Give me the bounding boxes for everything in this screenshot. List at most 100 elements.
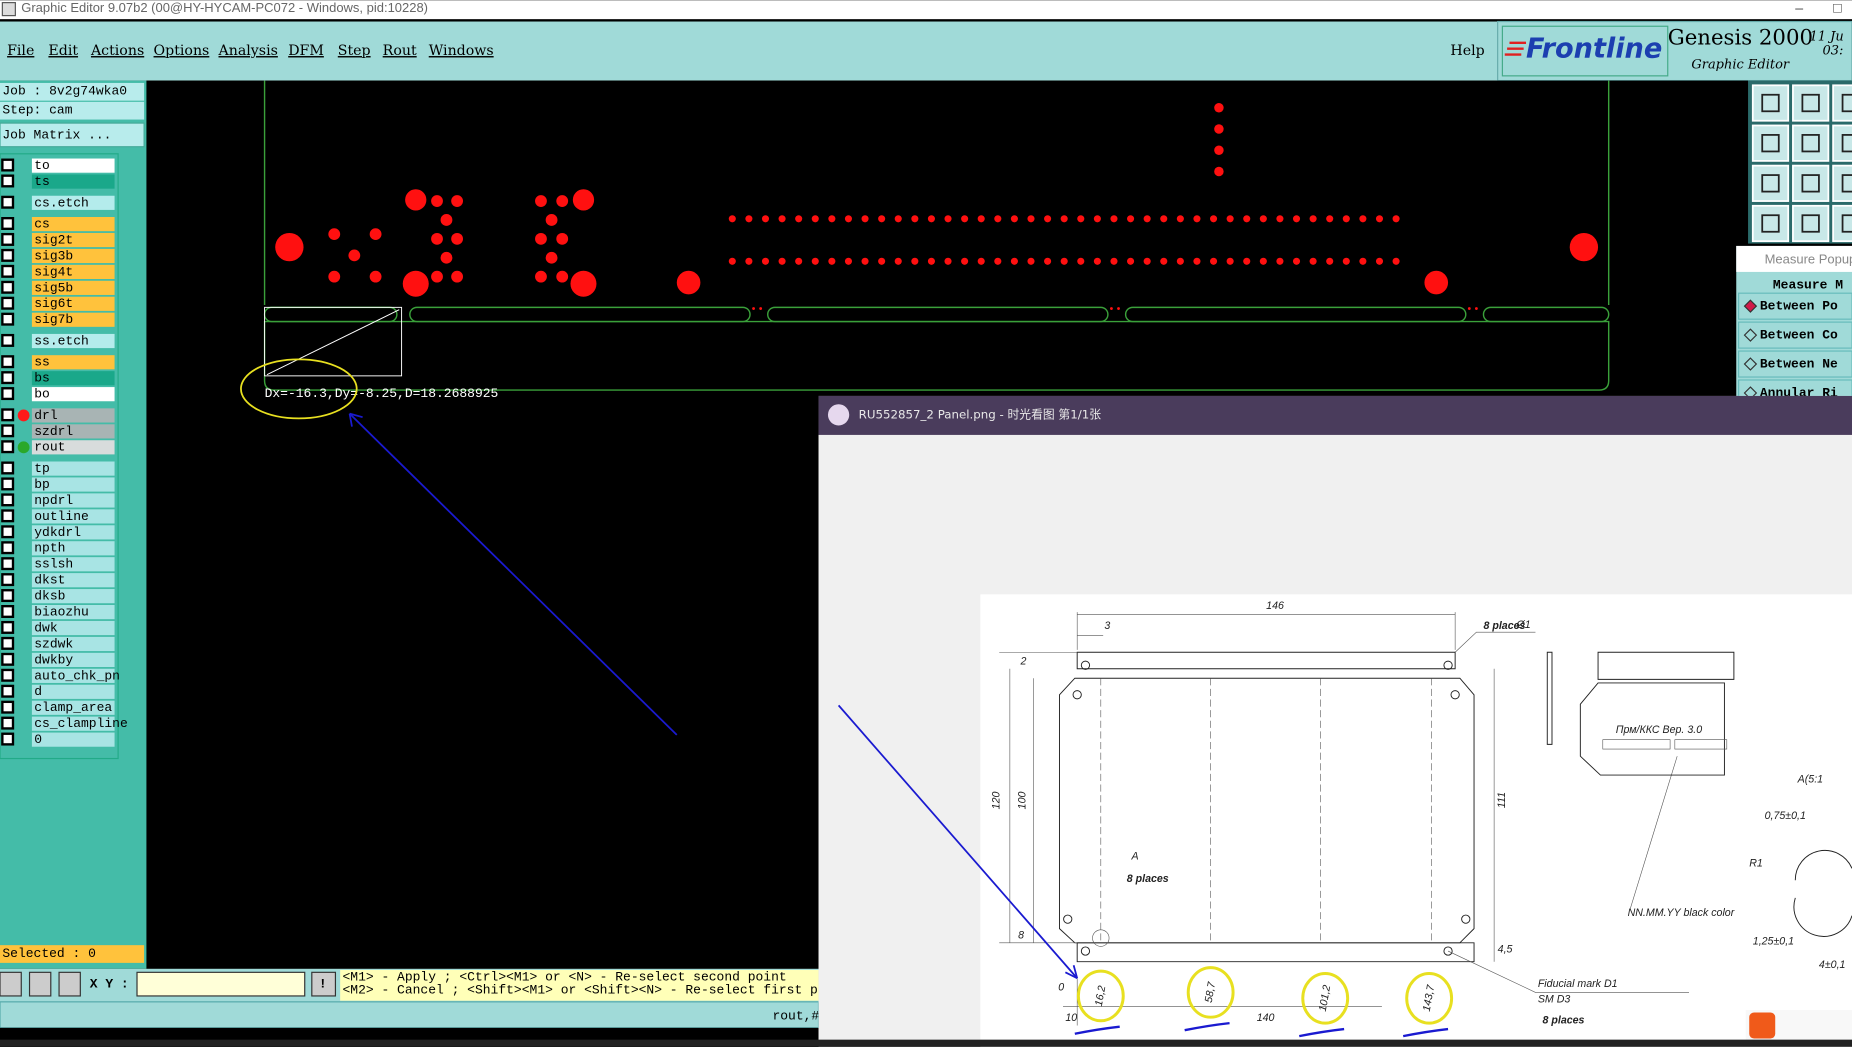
layer-swatch[interactable] — [31, 589, 115, 604]
layer-checkbox[interactable] — [1, 541, 15, 555]
layer-swatch[interactable] — [31, 371, 115, 386]
tool-button[interactable] — [1751, 124, 1790, 162]
info-button[interactable] — [311, 971, 337, 997]
layer-swatch[interactable] — [31, 355, 115, 370]
menu-item[interactable]: Analysis — [218, 43, 278, 59]
minimize-button[interactable]: – — [1795, 0, 1803, 16]
layer-swatch[interactable] — [31, 477, 115, 492]
tool-button[interactable] — [1792, 164, 1830, 202]
layer-checkbox[interactable] — [1, 525, 15, 539]
layer-checkbox[interactable] — [1, 477, 15, 491]
layer-checkbox[interactable] — [1, 248, 15, 262]
menu-item[interactable]: Rout — [383, 43, 417, 59]
layer-checkbox[interactable] — [1, 387, 15, 401]
layer-checkbox[interactable] — [1, 732, 15, 746]
layer-checkbox[interactable] — [1, 573, 15, 587]
layer-swatch[interactable] — [31, 232, 115, 248]
layer-checkbox[interactable] — [1, 461, 15, 475]
layer-checkbox[interactable] — [1, 195, 15, 209]
layer-swatch[interactable] — [31, 296, 115, 311]
layer-swatch[interactable] — [31, 604, 115, 620]
layer-checkbox[interactable] — [1, 312, 15, 326]
tool-button[interactable] — [0, 971, 22, 997]
layer-checkbox[interactable] — [1, 264, 15, 278]
menu-item[interactable]: Help — [1450, 43, 1484, 59]
drill-hole — [1276, 257, 1284, 265]
layer-swatch[interactable] — [31, 424, 115, 439]
popup-option[interactable] — [1738, 292, 1852, 320]
layer-swatch[interactable] — [31, 264, 115, 280]
layer-swatch[interactable] — [31, 732, 115, 747]
layer-swatch[interactable] — [31, 158, 115, 173]
layer-swatch[interactable] — [31, 333, 115, 349]
tool-button[interactable] — [1792, 124, 1830, 162]
layer-checkbox[interactable] — [1, 371, 15, 385]
layer-checkbox[interactable] — [1, 280, 15, 294]
job-matrix-button[interactable] — [0, 122, 145, 148]
popup-option[interactable] — [1738, 350, 1852, 378]
layer-checkbox[interactable] — [1, 668, 15, 682]
layer-swatch[interactable] — [31, 509, 115, 524]
layer-checkbox[interactable] — [1, 174, 15, 188]
layer-checkbox[interactable] — [1, 684, 15, 698]
layer-swatch[interactable] — [31, 620, 115, 636]
layer-checkbox[interactable] — [1, 333, 15, 347]
layer-checkbox[interactable] — [1, 589, 15, 603]
layer-checkbox[interactable] — [1, 509, 15, 523]
layer-swatch[interactable] — [31, 195, 115, 210]
layer-swatch[interactable] — [31, 440, 115, 455]
layer-swatch[interactable] — [31, 668, 115, 683]
layer-checkbox[interactable] — [1, 620, 15, 634]
tool-button[interactable] — [1751, 84, 1790, 122]
layer-checkbox[interactable] — [1, 652, 15, 666]
layer-checkbox[interactable] — [1, 604, 15, 618]
layer-checkbox[interactable] — [1, 355, 15, 369]
layer-swatch[interactable] — [31, 636, 115, 652]
layer-swatch[interactable] — [31, 700, 115, 715]
layer-checkbox[interactable] — [1, 716, 15, 730]
layer-checkbox[interactable] — [1, 158, 15, 172]
tool-button[interactable] — [1792, 204, 1830, 243]
menu-item[interactable]: File — [7, 43, 34, 59]
layer-checkbox[interactable] — [1, 440, 15, 454]
layer-swatch[interactable] — [31, 387, 115, 402]
layer-swatch[interactable] — [31, 216, 115, 232]
layer-swatch[interactable] — [31, 280, 115, 295]
ime-icon[interactable] — [1749, 1012, 1776, 1039]
tool-button[interactable] — [1751, 204, 1790, 243]
menu-item[interactable]: Windows — [429, 43, 494, 59]
layer-swatch[interactable] — [31, 248, 115, 264]
layer-swatch[interactable] — [31, 461, 115, 476]
layer-checkbox[interactable] — [1, 408, 15, 422]
layer-swatch[interactable] — [31, 557, 115, 572]
layer-swatch[interactable] — [31, 716, 115, 731]
layer-swatch[interactable] — [31, 652, 115, 668]
tool-button[interactable] — [58, 971, 81, 997]
tool-button[interactable] — [1792, 84, 1830, 122]
layer-swatch[interactable] — [31, 541, 115, 556]
layer-checkbox[interactable] — [1, 557, 15, 571]
menu-item[interactable]: Edit — [48, 43, 78, 59]
layer-swatch[interactable] — [31, 525, 115, 540]
layer-checkbox[interactable] — [1, 232, 15, 246]
layer-swatch[interactable] — [31, 408, 115, 423]
layer-swatch[interactable] — [31, 174, 115, 189]
layer-checkbox[interactable] — [1, 636, 15, 650]
layer-checkbox[interactable] — [1, 493, 15, 507]
menu-item[interactable]: DFM — [288, 43, 324, 59]
menu-item[interactable]: Options — [154, 43, 210, 59]
menu-item[interactable]: Step — [338, 43, 371, 59]
layer-swatch[interactable] — [31, 312, 115, 327]
layer-swatch[interactable] — [31, 684, 115, 699]
layer-checkbox[interactable] — [1, 216, 15, 230]
layer-checkbox[interactable] — [1, 700, 15, 714]
maximize-button[interactable]: □ — [1833, 0, 1842, 16]
layer-checkbox[interactable] — [1, 296, 15, 310]
layer-swatch[interactable] — [31, 493, 115, 508]
menu-item[interactable]: Actions — [90, 43, 144, 59]
layer-checkbox[interactable] — [1, 424, 15, 438]
tool-button[interactable] — [1751, 164, 1790, 202]
xy-input[interactable] — [136, 971, 306, 997]
layer-swatch[interactable] — [31, 573, 115, 588]
tool-button[interactable] — [28, 971, 52, 997]
